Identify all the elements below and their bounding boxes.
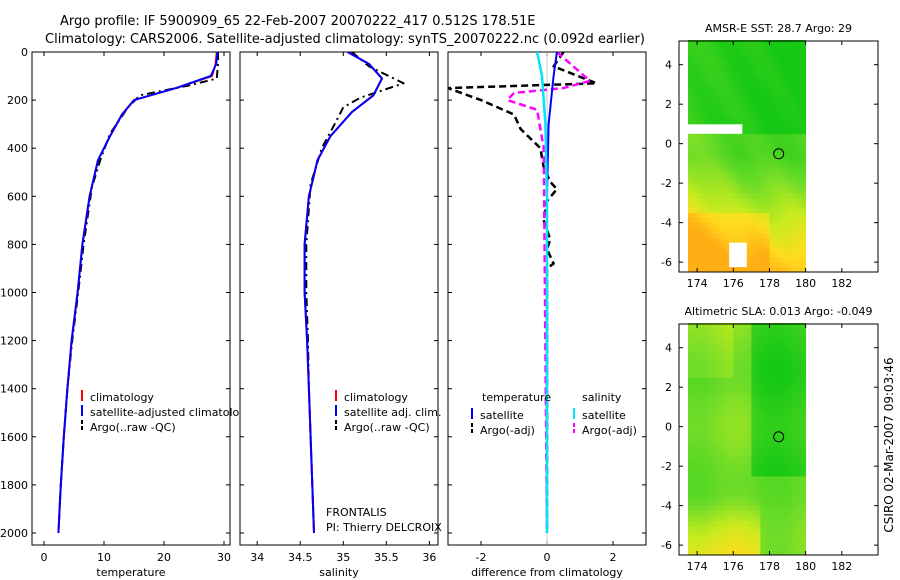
x-tick-label: 182 <box>831 277 852 290</box>
y-tick-label: -4 <box>661 500 672 513</box>
y-tick-label: 4 <box>665 59 672 72</box>
x-tick-label: 180 <box>795 560 816 573</box>
map-title: AMSR-E SST: 28.7 Argo: 29 <box>705 22 852 35</box>
difference-panel: -2 0 2 difference from climatology temperatu… <box>447 51 647 579</box>
sla-map-panel: Altimetric SLA: 0.013 Argo: -0.049 174 176… <box>661 305 879 573</box>
x-axis-label: difference from climatology <box>471 566 623 579</box>
footer-timestamp: CSIRO 02-Mar-2007 09:03:46 <box>882 357 896 532</box>
x-tick-label: 176 <box>723 560 744 573</box>
x-tick-label: 176 <box>723 277 744 290</box>
y-tick-label: 800 <box>7 238 28 251</box>
annotation-line-1: FRONTALIS <box>326 506 387 519</box>
x-tick-label: 174 <box>687 560 708 573</box>
y-tick-label: -2 <box>661 177 672 190</box>
x-tick-label: 35 <box>336 551 350 564</box>
x-tick-label: 30 <box>217 551 231 564</box>
legend-label: satellite-adjusted climatology <box>90 406 253 419</box>
y-tick-label: -6 <box>661 256 672 269</box>
map-frame <box>678 40 879 273</box>
y-tick-label: 2 <box>665 381 672 394</box>
plot-frame <box>31 51 231 546</box>
y-tick-label: 1400 <box>0 383 28 396</box>
legend-header: temperature <box>482 391 551 404</box>
series-line <box>303 52 383 534</box>
y-tick-label: 1600 <box>0 431 28 444</box>
y-tick-label: 1200 <box>0 335 28 348</box>
y-tick-label: 400 <box>7 142 28 155</box>
legend-label: climatology <box>344 391 408 404</box>
x-tick-label: -2 <box>476 551 487 564</box>
y-tick-label: -6 <box>661 539 672 552</box>
salinity-panel: 34 34.5 35 35.5 36 salinity climatology satelli… <box>239 51 442 579</box>
map-title: Altimetric SLA: 0.013 Argo: -0.049 <box>685 305 873 318</box>
legend-label: Argo(..raw -QC) <box>344 421 430 434</box>
x-tick-label: 20 <box>157 551 171 564</box>
legend-label: Argo(..raw -QC) <box>90 421 176 434</box>
x-tick-label: 2 <box>610 551 617 564</box>
legend-label: satellite <box>480 409 524 422</box>
map-frame <box>678 323 879 556</box>
y-tick-label: 1800 <box>0 479 28 492</box>
y-tick-label: 4 <box>665 342 672 355</box>
annotation-line-2: PI: Thierry DELCROIX <box>326 521 442 534</box>
x-tick-label: 10 <box>97 551 111 564</box>
y-tick-label: 0 <box>665 138 672 151</box>
legend-header: salinity <box>582 391 622 404</box>
x-tick-label: 35.5 <box>374 551 399 564</box>
heatmap-cells <box>688 40 806 273</box>
y-tick-label: 1000 <box>0 286 28 299</box>
y-tick-label: 0 <box>21 46 28 59</box>
y-tick-label: 2000 <box>0 527 28 540</box>
y-tick-label: -2 <box>661 460 672 473</box>
y-tick-label: 2 <box>665 98 672 111</box>
x-tick-label: 180 <box>795 277 816 290</box>
title-line-2: Climatology: CARS2006. Satellite-adjuste… <box>45 32 645 47</box>
legend-label: climatology <box>90 391 154 404</box>
x-tick-label: 178 <box>759 277 780 290</box>
y-tick-label: 200 <box>7 94 28 107</box>
x-tick-label: 178 <box>759 560 780 573</box>
legend-label: Argo(-adj) <box>582 424 637 437</box>
legend-label: satellite <box>582 409 626 422</box>
y-tick-label: 0 <box>665 421 672 434</box>
x-axis-label: temperature <box>96 566 165 579</box>
x-tick-label: 182 <box>831 560 852 573</box>
y-tick-label: -4 <box>661 217 672 230</box>
x-tick-label: 34 <box>250 551 264 564</box>
x-tick-label: 34.5 <box>288 551 313 564</box>
heatmap-cells <box>688 323 806 556</box>
y-tick-label: 600 <box>7 190 28 203</box>
series-line <box>305 52 405 534</box>
x-tick-label: 174 <box>687 277 708 290</box>
x-axis-label: salinity <box>319 566 359 579</box>
argo-float-marker <box>773 431 785 443</box>
temperature-panel: 0 10 20 30 temperature 0 200 400 600 800 1000 1200 1… <box>0 46 253 579</box>
legend-label: satellite adj. clim. <box>344 406 441 419</box>
sst-map-panel: AMSR-E SST: 28.7 Argo: 29 174 176 178 180 182… <box>661 22 879 290</box>
x-tick-label: 0 <box>41 551 48 564</box>
series-line <box>57 52 219 534</box>
title-line-1: Argo profile: IF 5900909_65 22-Feb-2007 … <box>60 14 536 29</box>
x-tick-label: 36 <box>422 551 436 564</box>
x-tick-label: 0 <box>544 551 551 564</box>
plot-frame <box>239 51 439 546</box>
series-line <box>506 52 592 534</box>
legend-label: Argo(-adj) <box>480 424 535 437</box>
series-line <box>535 52 549 533</box>
argo-float-marker <box>773 148 785 160</box>
